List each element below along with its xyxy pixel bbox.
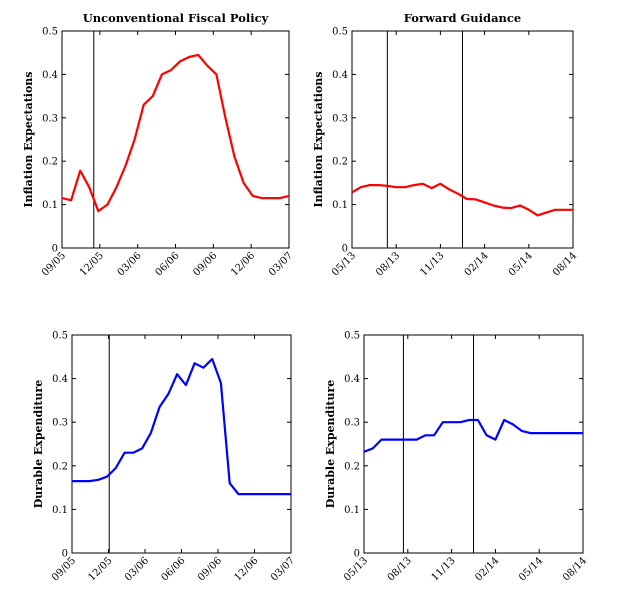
x-tick-label: 02/14 [463, 250, 491, 278]
y-tick-label: 0.3 [344, 418, 360, 429]
y-tick-label: 0.4 [344, 374, 360, 385]
x-tick-label: 09/05 [50, 555, 78, 583]
x-tick-label: 06/06 [153, 250, 181, 278]
y-tick-label: 0 [354, 549, 360, 560]
y-axis-label: Inflation Expectations [312, 71, 325, 207]
plot-frame [71, 334, 292, 554]
y-tick-label: 0.2 [42, 157, 58, 168]
x-tick-label: 09/05 [40, 250, 68, 278]
x-tick-label: 11/13 [418, 250, 446, 278]
chart-title: Forward Guidance [404, 11, 521, 25]
y-tick-label: 0 [342, 244, 348, 255]
x-tick-label: 09/06 [196, 555, 224, 583]
y-tick-label: 0.2 [332, 157, 348, 168]
x-tick-label: 05/13 [342, 555, 370, 583]
y-tick-label: 0.5 [332, 27, 348, 38]
series-line [363, 418, 583, 453]
y-tick-label: 0.3 [332, 113, 348, 124]
x-tick-label: 12/05 [86, 555, 114, 583]
y-tick-label: 0.1 [42, 200, 58, 211]
y-tick-label: 0.5 [52, 331, 68, 342]
x-tick-label: 02/14 [473, 555, 501, 583]
y-tick-label: 0.2 [52, 461, 68, 472]
y-tick-label: 0 [62, 549, 68, 560]
y-tick-label: 0.4 [42, 70, 58, 81]
series-line [351, 182, 573, 217]
chart-panel-3: 0 0.1 0.2 0.3 0.4 0.5 09/05 12/05 03/06 06/06 09/0… [32, 331, 297, 584]
x-tick-label: 12/06 [232, 555, 260, 583]
y-axis-label: Durable Expenditure [324, 380, 337, 509]
y-tick-label: 0 [52, 244, 58, 255]
x-tick-label: 03/07 [269, 555, 297, 583]
y-tick-label: 0.3 [42, 113, 58, 124]
x-tick-label: 08/14 [551, 250, 579, 278]
series-line [72, 357, 291, 496]
y-tick-label: 0.5 [344, 331, 360, 342]
x-tick-label: 03/06 [123, 555, 151, 583]
x-tick-label: 03/07 [267, 250, 295, 278]
y-tick-label: 0.1 [344, 505, 360, 516]
y-axis-label: Durable Expenditure [32, 380, 45, 509]
chart-title: Unconventional Fiscal Policy [83, 11, 269, 25]
x-tick-label: 06/06 [159, 555, 187, 583]
x-tick-label: 03/06 [116, 250, 144, 278]
x-tick-label: 08/14 [561, 555, 589, 583]
chart-panel-2: 0 0.1 0.2 0.3 0.4 0.5 05/13 08/13 11/13 02/14 05/1… [312, 11, 579, 279]
x-tick-label: 12/05 [78, 250, 106, 278]
y-axis-label: Inflation Expectations [22, 71, 35, 207]
y-tick-label: 0.2 [344, 461, 360, 472]
y-tick-label: 0.5 [42, 27, 58, 38]
x-tick-label: 05/14 [517, 555, 545, 583]
y-tick-label: 0.1 [52, 505, 68, 516]
y-tick-label: 0.1 [332, 200, 348, 211]
series-line [61, 53, 290, 213]
plot-frame [61, 30, 290, 249]
x-tick-label: 08/13 [374, 250, 402, 278]
x-tick-label: 05/14 [507, 250, 535, 278]
chart-panel-4: 0 0.1 0.2 0.3 0.4 0.5 05/13 08/13 11/13 02/14 05/1… [324, 331, 589, 584]
y-tick-label: 0.3 [52, 418, 68, 429]
y-tick-label: 0.4 [332, 70, 348, 81]
chart-panel-1: 0 0.1 0.2 0.3 0.4 0.5 09/05 12/05 03/06 06/06 09/0… [22, 11, 295, 279]
x-tick-label: 08/13 [386, 555, 414, 583]
y-tick-label: 0.4 [52, 374, 68, 385]
x-tick-label: 09/06 [191, 250, 219, 278]
x-tick-label: 11/13 [430, 555, 458, 583]
x-tick-label: 12/06 [229, 250, 257, 278]
x-tick-label: 05/13 [330, 250, 358, 278]
